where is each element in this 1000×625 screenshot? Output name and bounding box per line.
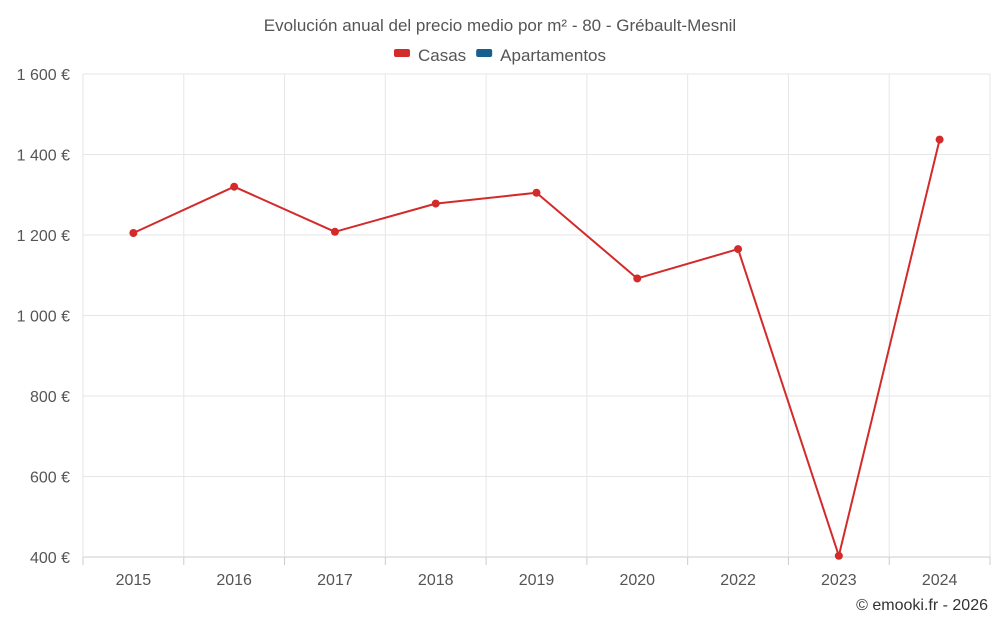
x-tick-label: 2020 bbox=[619, 572, 655, 589]
y-axis-ticks: 400 € 600 € 800 € 1 000 € 1 200 € 1 400 € 1 60… bbox=[17, 67, 70, 567]
series-line-casas bbox=[132, 139, 941, 557]
data-point[interactable] bbox=[230, 182, 239, 191]
legend-item-casas[interactable]: Casas bbox=[393, 46, 466, 65]
x-tick-label: 2019 bbox=[519, 572, 555, 589]
y-tick-label: 400 € bbox=[30, 550, 70, 567]
legend: Casas Apartamentos bbox=[393, 46, 606, 65]
x-tick-label: 2022 bbox=[720, 572, 756, 589]
x-tick-label: 2015 bbox=[116, 572, 152, 589]
y-tick-label: 1 400 € bbox=[17, 148, 70, 165]
y-tick-label: 800 € bbox=[30, 389, 70, 406]
y-tick-label: 1 000 € bbox=[17, 309, 70, 326]
data-point[interactable] bbox=[532, 188, 541, 197]
x-axis-ticks: 2015 2016 2017 2018 2019 2020 2022 2023 2024 bbox=[116, 572, 958, 589]
legend-swatch bbox=[393, 49, 410, 57]
x-tick-label: 2024 bbox=[922, 572, 958, 589]
data-point[interactable] bbox=[935, 135, 944, 144]
data-point[interactable] bbox=[834, 551, 843, 560]
y-tick-label: 1 200 € bbox=[17, 228, 70, 245]
x-tick-label: 2018 bbox=[418, 572, 454, 589]
credit-text: © emooki.fr - 2026 bbox=[856, 597, 988, 614]
data-point[interactable] bbox=[431, 199, 440, 208]
legend-swatch bbox=[476, 49, 493, 57]
x-tick-label: 2023 bbox=[821, 572, 857, 589]
series-layer bbox=[129, 135, 944, 560]
y-tick-label: 600 € bbox=[30, 470, 70, 487]
chart-title: Evolución anual del precio medio por m² … bbox=[264, 16, 736, 35]
data-point[interactable] bbox=[734, 245, 743, 254]
legend-item-apartamentos[interactable]: Apartamentos bbox=[476, 46, 606, 65]
legend-label: Casas bbox=[418, 46, 466, 65]
grid-lines bbox=[82, 73, 991, 565]
x-tick-label: 2017 bbox=[317, 572, 353, 589]
y-tick-label: 1 600 € bbox=[17, 67, 70, 84]
legend-label: Apartamentos bbox=[500, 46, 606, 65]
x-tick-label: 2016 bbox=[216, 572, 252, 589]
data-point[interactable] bbox=[633, 274, 642, 283]
data-point[interactable] bbox=[129, 228, 138, 237]
data-point[interactable] bbox=[330, 227, 339, 236]
